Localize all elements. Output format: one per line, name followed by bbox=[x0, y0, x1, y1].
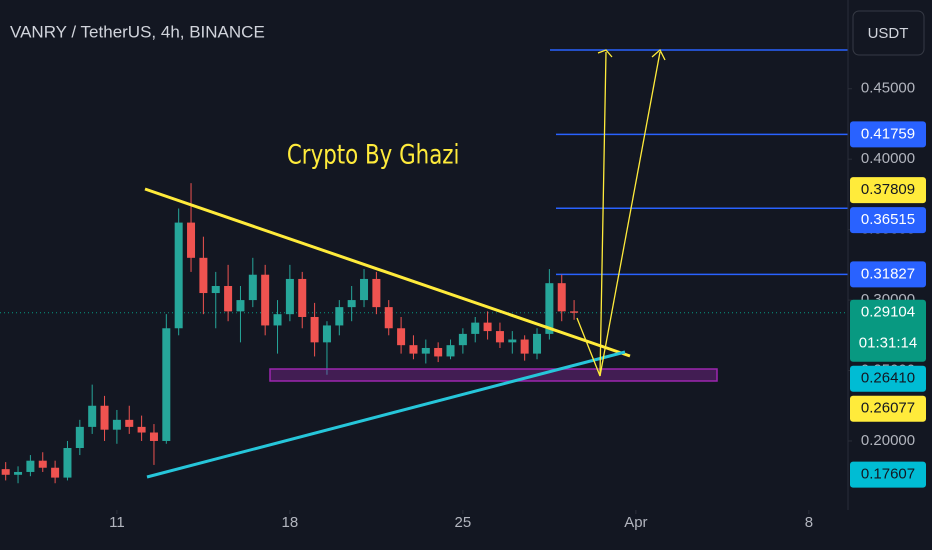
x-tick-label: 8 bbox=[805, 514, 813, 531]
candle-body bbox=[298, 278, 307, 317]
candle-body bbox=[533, 333, 542, 354]
candle-body bbox=[75, 426, 84, 449]
candle-body bbox=[162, 328, 171, 441]
candle-body bbox=[88, 405, 97, 427]
candle-body bbox=[372, 278, 381, 308]
price-badge bbox=[850, 207, 926, 234]
projection-arrow bbox=[599, 51, 661, 377]
candle-body bbox=[335, 307, 344, 326]
y-tick-label: 0.45000 bbox=[861, 80, 915, 97]
arrow-head bbox=[597, 49, 613, 58]
candle-body bbox=[211, 285, 220, 294]
currency-label[interactable]: USDT bbox=[868, 25, 909, 42]
candle-body bbox=[421, 347, 430, 354]
candle-body bbox=[125, 419, 134, 427]
price-badge bbox=[850, 261, 926, 288]
candle-body bbox=[14, 471, 23, 475]
price-badge-label: 0.36515 bbox=[861, 211, 915, 228]
candle-body bbox=[224, 285, 233, 312]
annotation: Crypto By Ghazi bbox=[287, 138, 460, 170]
candle-body bbox=[38, 460, 47, 468]
candle-body bbox=[495, 331, 504, 343]
drawings bbox=[144, 48, 848, 479]
candle-body bbox=[100, 405, 109, 430]
candle-body bbox=[310, 316, 319, 343]
price-badge-label: 0.31827 bbox=[861, 265, 915, 282]
candle-body bbox=[322, 325, 331, 343]
candle-body bbox=[187, 222, 196, 258]
price-badge bbox=[850, 461, 926, 488]
arrow-head bbox=[651, 48, 666, 61]
candle-body bbox=[1, 469, 10, 475]
candle-body bbox=[458, 333, 467, 346]
candle-body bbox=[51, 467, 60, 478]
candle-body bbox=[446, 345, 455, 357]
candle-body bbox=[557, 283, 566, 312]
candle-body bbox=[545, 283, 554, 334]
x-tick-label: Apr bbox=[624, 514, 647, 531]
candle-body bbox=[248, 274, 257, 301]
candle-body bbox=[483, 322, 492, 332]
candle-body bbox=[434, 347, 443, 357]
x-tick-label: 25 bbox=[455, 514, 472, 531]
x-tick-label: 18 bbox=[282, 514, 299, 531]
candle-body bbox=[285, 278, 294, 315]
candle-body bbox=[397, 328, 406, 346]
trend-line-lower bbox=[146, 350, 626, 479]
candle-body bbox=[26, 460, 35, 472]
price-badge bbox=[850, 299, 926, 362]
candle-body bbox=[409, 345, 418, 354]
candle-body bbox=[112, 419, 121, 430]
price-badge bbox=[850, 365, 926, 392]
candle-body bbox=[508, 339, 517, 343]
candle-body bbox=[570, 311, 579, 313]
price-badge-label: 0.17607 bbox=[861, 466, 915, 483]
price-badge bbox=[850, 395, 926, 422]
candle-body bbox=[273, 314, 282, 326]
price-badge bbox=[850, 177, 926, 204]
trend-line-upper bbox=[144, 187, 631, 358]
price-badge-label: 0.41759 bbox=[861, 125, 915, 142]
y-tick-label: 0.40000 bbox=[861, 150, 915, 167]
chart-title: VANRY / TetherUS, 4h, BINANCE bbox=[10, 22, 265, 41]
candle-body bbox=[261, 274, 270, 326]
candle-body bbox=[360, 278, 369, 301]
currency-button[interactable] bbox=[852, 10, 925, 56]
candle-body bbox=[199, 257, 208, 294]
candle-body bbox=[520, 339, 529, 354]
price-badge bbox=[850, 121, 926, 148]
price-badge-label: 0.26077 bbox=[861, 400, 915, 417]
price-badge-label: 0.29104 bbox=[861, 304, 915, 321]
candle-body bbox=[174, 222, 183, 329]
candle-body bbox=[471, 322, 480, 334]
candle-body bbox=[347, 300, 356, 308]
y-tick-label: 0.20000 bbox=[861, 432, 915, 449]
candle-body bbox=[236, 300, 245, 312]
candle-body bbox=[149, 432, 158, 441]
countdown: 01:31:14 bbox=[859, 335, 917, 352]
candle-body bbox=[137, 426, 146, 433]
price-badge-label: 0.37809 bbox=[861, 181, 915, 198]
support-zone bbox=[269, 368, 718, 382]
candle-body bbox=[384, 307, 393, 329]
x-tick-label: 11 bbox=[109, 514, 125, 531]
candle-body bbox=[63, 448, 72, 478]
price-badge-label: 0.26410 bbox=[861, 370, 915, 387]
